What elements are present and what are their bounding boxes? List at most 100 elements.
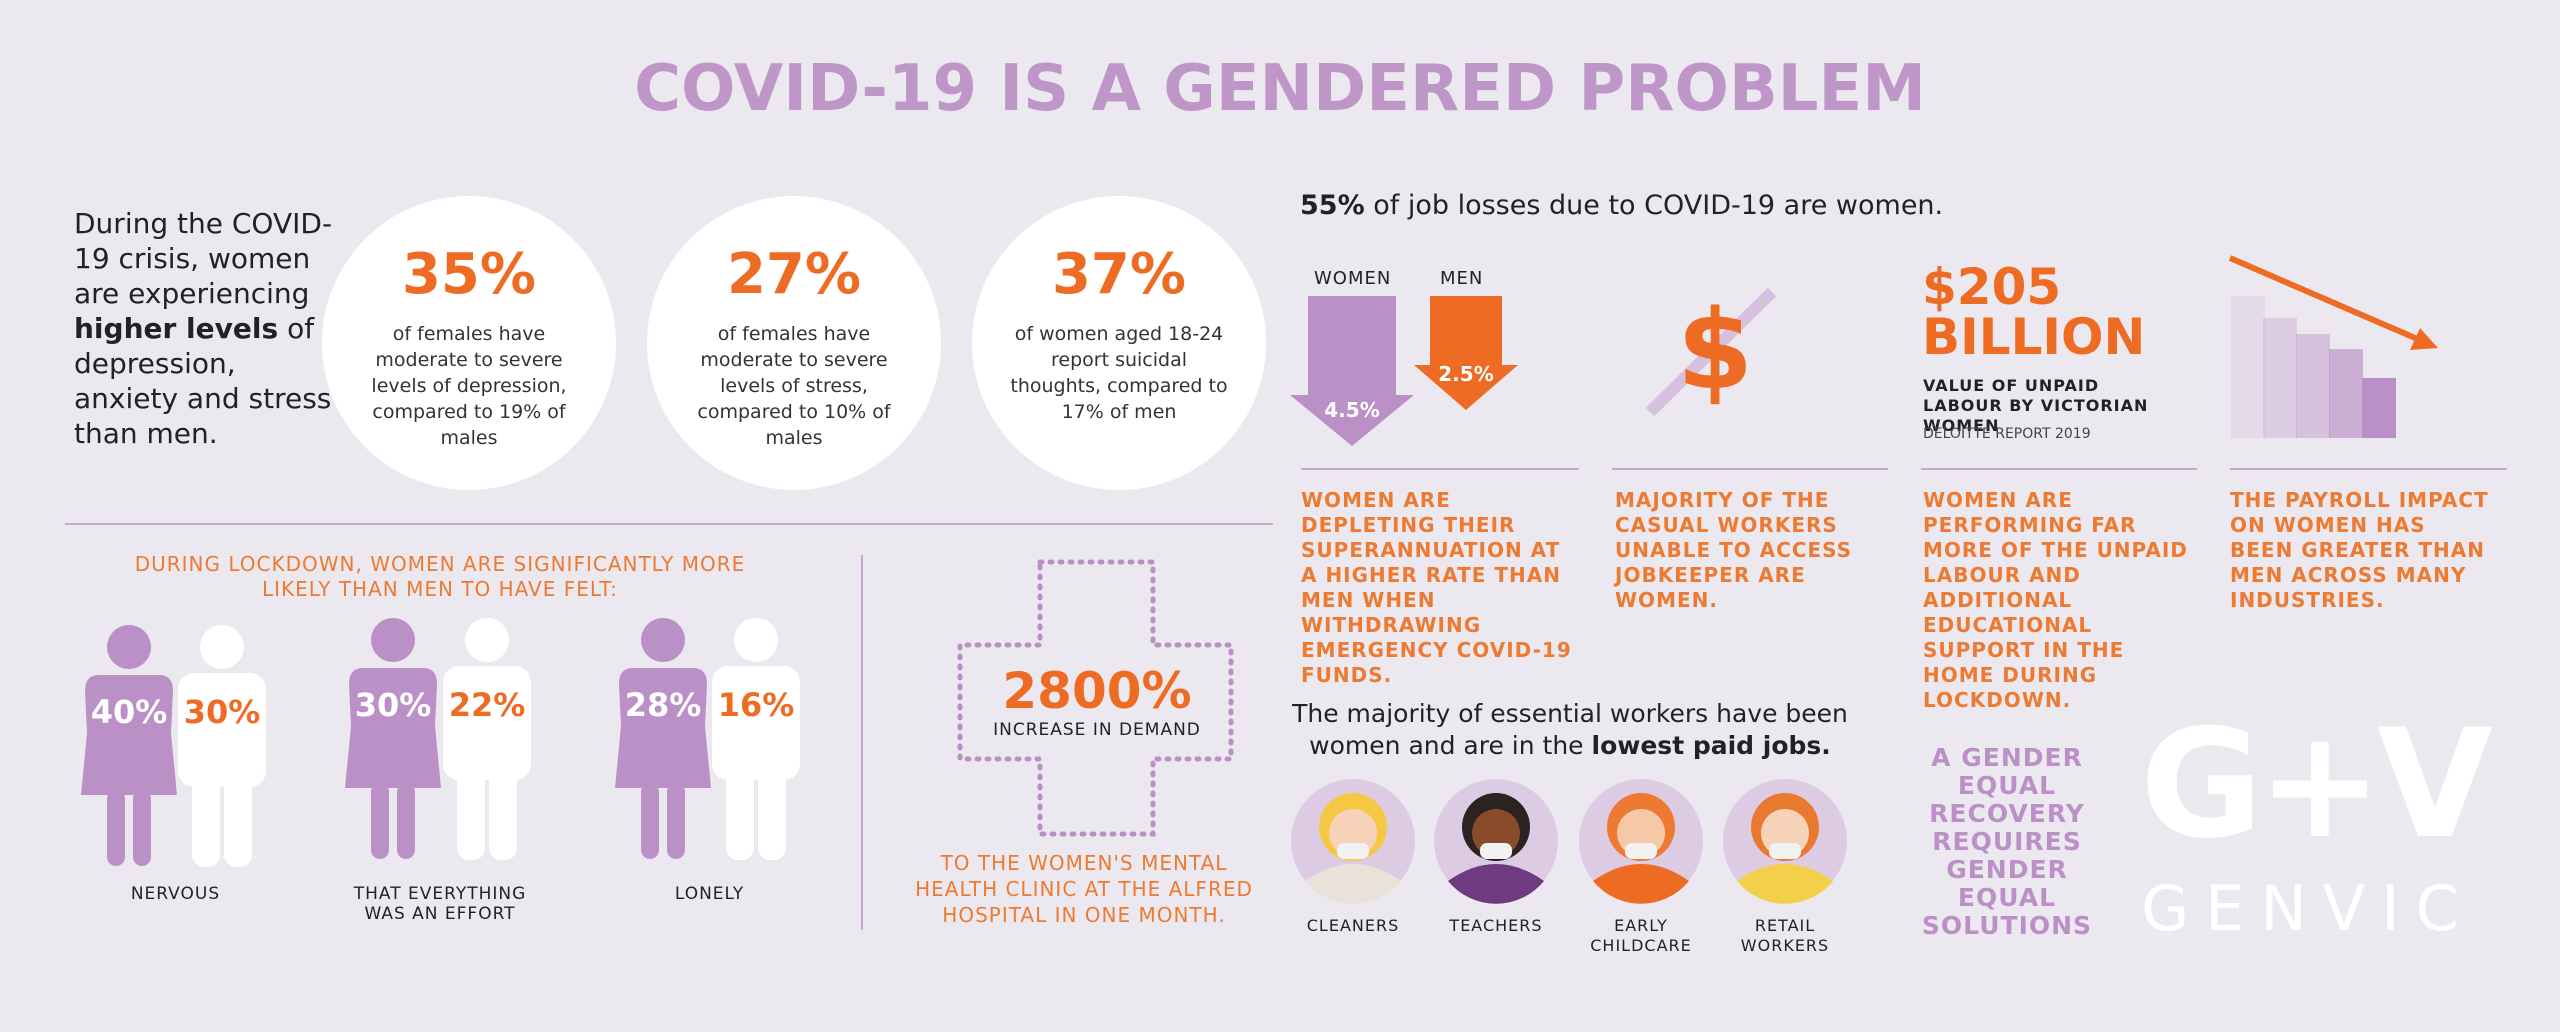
clinic-label: INCREASE IN DEMAND: [993, 720, 1201, 740]
payroll-bars: [2231, 296, 2396, 438]
worker-mask: [1337, 843, 1369, 859]
lockdown-heading: DURING LOCKDOWN, WOMEN ARE SIGNIFICANTLY…: [134, 552, 746, 601]
leg: [133, 790, 151, 866]
men-label: MEN: [1440, 268, 1484, 289]
trend-arrowhead: [2410, 328, 2438, 350]
worker-body: [1593, 864, 1689, 904]
leg: [489, 768, 517, 860]
clinic-value: 2800%: [1002, 662, 1192, 720]
slash: [1645, 287, 1777, 417]
torso: [443, 666, 531, 780]
leg: [397, 783, 415, 859]
men-percent: 16%: [717, 686, 795, 724]
worker-body: [1305, 864, 1401, 904]
feeling-label: LONELY: [674, 884, 745, 904]
clinic-caption: TO THE WOMEN'S MENTAL HEALTH CLINIC AT T…: [915, 851, 1253, 927]
clinic: 2800% INCREASE IN DEMAND: [932, 662, 1262, 740]
man-figure: [178, 625, 266, 867]
worker-label: RETAIL WORKERS: [1740, 916, 1830, 955]
stat-value: 27%: [726, 242, 862, 307]
intro: During the COVID-19 crisis, women are ex…: [74, 206, 334, 451]
leg: [641, 783, 659, 859]
feeling-label: THAT EVERYTHING WAS AN EFFORT: [353, 884, 527, 924]
head: [371, 618, 415, 662]
worker-icon: [1291, 779, 1415, 904]
woman-figure: [345, 618, 441, 859]
trend-arrow: [2228, 255, 2424, 344]
intro-tail: of depression, anxiety and stress than m…: [74, 312, 332, 450]
men-value: 2.5%: [1438, 362, 1494, 386]
intro-lead: During the COVID-19 crisis, women are ex…: [74, 207, 333, 310]
stat-circle: [972, 196, 1266, 490]
worker-icon: [1579, 779, 1703, 904]
leg: [457, 768, 485, 860]
worker-body: [1737, 864, 1833, 904]
worker-mask: [1625, 843, 1657, 859]
logo-mark: G+V: [2140, 698, 2493, 872]
essential-text: The majority of essential workers have b…: [1280, 698, 1860, 762]
stat-value: 37%: [1051, 242, 1187, 307]
worker-label: EARLY CHILDCARE: [1590, 916, 1692, 955]
woman-figure: [615, 618, 711, 859]
stat-text: of women aged 18-24 report suicidal thou…: [1010, 323, 1228, 423]
casual-caption: MAJORITY OF THE CASUAL WORKERS UNABLE TO…: [1615, 488, 1853, 612]
dress: [81, 675, 177, 795]
leg: [667, 783, 685, 859]
torso: [712, 666, 800, 780]
leg: [371, 783, 389, 859]
essential-lead: The majority of essential workers have b…: [1292, 699, 1848, 760]
cross-outline: [957, 559, 1234, 837]
women-percent: 28%: [624, 686, 702, 724]
leg: [224, 775, 252, 867]
worker-mask: [1769, 843, 1801, 859]
women-value: 4.5%: [1324, 398, 1380, 422]
head: [200, 625, 244, 669]
stat: 27% of females have moderate to severe le…: [684, 242, 904, 451]
job-losses: 55% of job losses due to COVID-19 are wo…: [1300, 190, 1943, 221]
slogan: A GENDER EQUAL RECOVERY REQUIRES GENDER …: [1921, 743, 2093, 940]
dress: [345, 668, 441, 788]
leg: [726, 768, 754, 860]
feeling-label: NERVOUS: [130, 884, 221, 904]
worker-mask: [1480, 843, 1512, 859]
worker-icon: [1434, 779, 1558, 904]
unpaid-label: VALUE OF UNPAID LABOUR BY VICTORIAN WOME…: [1923, 376, 2149, 435]
head: [641, 618, 685, 662]
unpaid-value: $205 BILLION: [1922, 258, 2146, 366]
super-caption: WOMEN ARE DEPLETING THEIR SUPERANNUATION…: [1301, 488, 1572, 687]
unpaid-source: DELOITTE REPORT 2019: [1923, 426, 2091, 442]
stat-text: of females have moderate to severe level…: [371, 323, 567, 449]
torso: [178, 673, 266, 787]
stat-circle: [322, 196, 616, 490]
payroll-caption: THE PAYROLL IMPACT ON WOMEN HAS BEEN GRE…: [2230, 488, 2489, 612]
men-percent: 30%: [183, 693, 261, 731]
dress: [615, 668, 711, 788]
worker-icon: [1723, 779, 1847, 904]
worker-label: TEACHERS: [1449, 916, 1543, 935]
head: [734, 618, 778, 662]
intro-emphasis: higher levels: [74, 312, 279, 345]
stat-circle: [647, 196, 941, 490]
stat-text: of females have moderate to severe level…: [697, 323, 891, 449]
women-label: WOMEN: [1314, 268, 1392, 289]
unpaid-caption: WOMEN ARE PERFORMING FAR MORE OF THE UNP…: [1923, 488, 2188, 712]
men-arrow: [1414, 296, 1518, 410]
leg: [758, 768, 786, 860]
men-percent: 22%: [448, 686, 526, 724]
head: [107, 625, 151, 669]
women-arrow: [1290, 296, 1414, 446]
women-percent: 40%: [90, 693, 168, 731]
dollar-icon: $: [1676, 286, 1754, 414]
essential-emphasis: lowest paid jobs.: [1591, 731, 1831, 760]
title: COVID-19 IS A GENDERED PROBLEM: [634, 52, 1926, 126]
man-figure: [712, 618, 800, 860]
worker-body: [1448, 864, 1544, 904]
stat: 35% of females have moderate to severe le…: [359, 242, 579, 451]
stat-value: 35%: [401, 242, 537, 307]
woman-figure: [81, 625, 177, 866]
stat: 37% of women aged 18-24 report suicidal t…: [1009, 242, 1229, 425]
worker-label: CLEANERS: [1306, 916, 1400, 935]
